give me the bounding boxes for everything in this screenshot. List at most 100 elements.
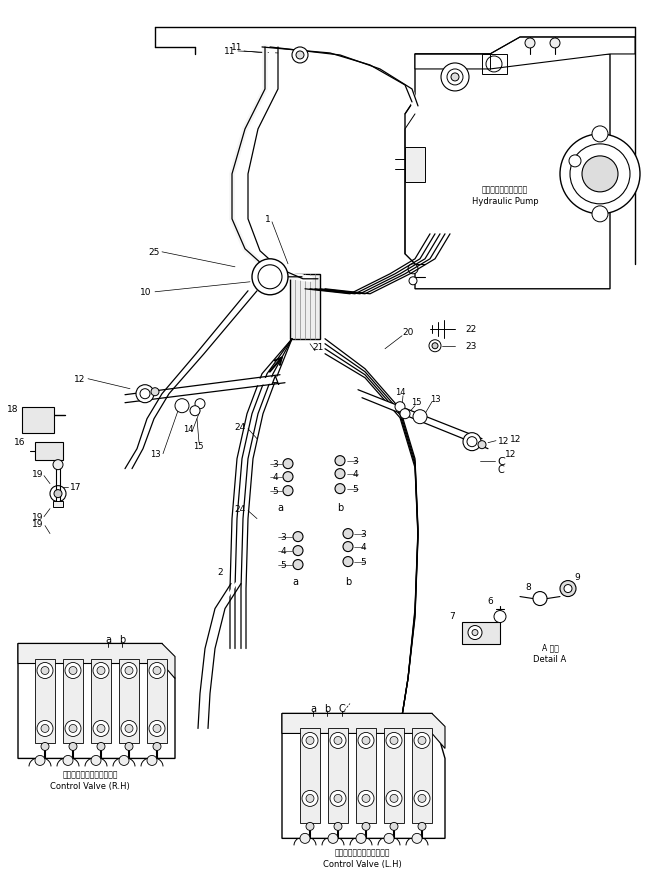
Circle shape [125, 667, 133, 674]
Circle shape [413, 410, 427, 424]
Text: Control Valve (R.H): Control Valve (R.H) [50, 781, 130, 790]
Text: b: b [324, 704, 330, 713]
Circle shape [149, 720, 165, 737]
Circle shape [334, 737, 342, 745]
Polygon shape [18, 644, 175, 759]
Circle shape [386, 791, 402, 806]
Circle shape [136, 385, 154, 403]
Circle shape [343, 557, 353, 567]
Circle shape [390, 794, 398, 802]
Bar [482, 55, 507, 75]
Text: a: a [277, 502, 283, 512]
Bar [300, 728, 320, 824]
Circle shape [592, 127, 608, 143]
Bar [91, 659, 111, 744]
Text: 24: 24 [234, 505, 245, 514]
Circle shape [560, 135, 640, 215]
Circle shape [386, 733, 402, 748]
Circle shape [97, 725, 105, 733]
Text: コントロールバルブ（左）: コントロールバルブ（左） [335, 847, 390, 856]
Circle shape [418, 737, 426, 745]
Circle shape [306, 822, 314, 831]
Text: 14: 14 [183, 425, 194, 434]
Circle shape [343, 529, 353, 539]
Text: 12: 12 [510, 434, 522, 444]
Circle shape [69, 743, 77, 751]
Circle shape [153, 667, 161, 674]
Circle shape [468, 626, 482, 640]
Text: 17: 17 [70, 482, 81, 492]
Text: 24: 24 [234, 422, 245, 432]
Text: 21: 21 [312, 343, 323, 352]
Text: A 詳細: A 詳細 [542, 642, 558, 651]
Text: b: b [119, 634, 125, 644]
Circle shape [302, 733, 318, 748]
Text: Control Valve (L.H): Control Valve (L.H) [323, 859, 401, 868]
Circle shape [125, 725, 133, 733]
Circle shape [65, 663, 81, 679]
Circle shape [292, 48, 308, 64]
Circle shape [151, 388, 159, 396]
Circle shape [362, 822, 370, 831]
Polygon shape [282, 713, 445, 839]
Text: 10: 10 [140, 288, 152, 297]
Bar [290, 275, 320, 340]
Circle shape [195, 399, 205, 409]
Circle shape [121, 720, 137, 737]
Circle shape [358, 733, 374, 748]
Text: C: C [338, 704, 345, 713]
Polygon shape [282, 713, 445, 748]
Text: 8: 8 [525, 582, 531, 592]
Circle shape [153, 743, 161, 751]
Text: 7: 7 [449, 611, 455, 620]
Text: A: A [271, 375, 279, 388]
Bar [356, 728, 376, 824]
Circle shape [50, 486, 66, 502]
Text: 1: 1 [265, 216, 271, 224]
Circle shape [356, 833, 366, 844]
Circle shape [451, 74, 459, 82]
Circle shape [65, 720, 81, 737]
Text: 2: 2 [217, 567, 223, 576]
Circle shape [121, 663, 137, 679]
Text: 3: 3 [280, 533, 286, 541]
Circle shape [478, 441, 486, 449]
Bar [462, 622, 500, 644]
Text: 23: 23 [465, 342, 476, 351]
Text: 15: 15 [193, 441, 203, 451]
Circle shape [582, 156, 618, 193]
Text: b: b [337, 502, 343, 512]
Text: 12: 12 [505, 449, 516, 459]
Bar [22, 408, 54, 433]
Circle shape [418, 822, 426, 831]
Text: 13: 13 [150, 449, 160, 459]
Circle shape [175, 399, 189, 414]
Bar [147, 659, 167, 744]
Circle shape [283, 472, 293, 482]
Text: 4: 4 [280, 547, 286, 555]
Circle shape [335, 456, 345, 466]
Circle shape [302, 791, 318, 806]
Circle shape [63, 755, 73, 766]
Text: 16: 16 [14, 438, 25, 447]
Circle shape [300, 833, 310, 844]
Circle shape [330, 733, 346, 748]
Circle shape [125, 743, 133, 751]
Text: a: a [310, 704, 316, 713]
Circle shape [97, 667, 105, 674]
Circle shape [37, 663, 53, 679]
Circle shape [293, 532, 303, 542]
Bar [53, 501, 63, 507]
Text: 11: 11 [232, 43, 243, 52]
Text: 3: 3 [272, 460, 278, 468]
Text: 14: 14 [395, 388, 405, 397]
Text: 19: 19 [32, 520, 44, 528]
Circle shape [335, 469, 345, 479]
Text: 4: 4 [272, 473, 277, 481]
Circle shape [592, 207, 608, 222]
Circle shape [472, 630, 478, 636]
Circle shape [418, 794, 426, 802]
Text: 5: 5 [280, 561, 286, 569]
Text: 22: 22 [465, 325, 476, 334]
Circle shape [412, 833, 422, 844]
